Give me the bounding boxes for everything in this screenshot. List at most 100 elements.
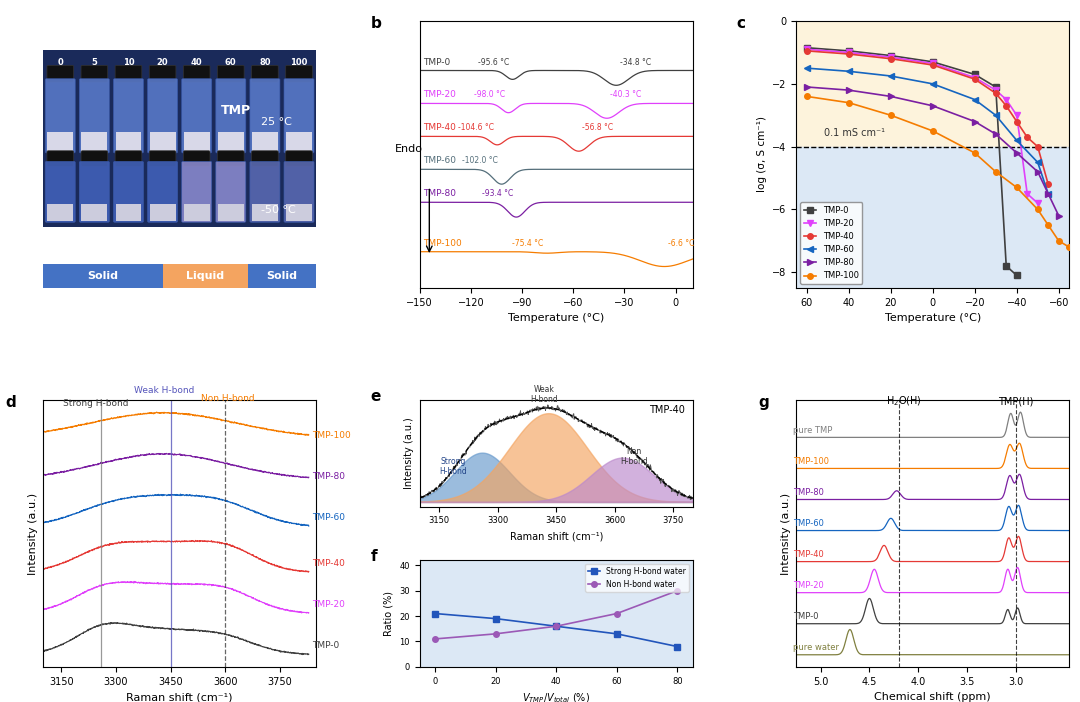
Y-axis label: Endo: Endo bbox=[394, 145, 422, 154]
Strong H-bond water bbox=[489, 614, 502, 623]
Text: TMP-0: TMP-0 bbox=[312, 641, 339, 650]
FancyBboxPatch shape bbox=[184, 65, 210, 82]
FancyBboxPatch shape bbox=[217, 65, 244, 82]
Bar bbox=[48, 204, 73, 221]
Text: Solid: Solid bbox=[87, 271, 119, 281]
Text: Solid: Solid bbox=[267, 271, 297, 281]
Text: Strong
H-bond: Strong H-bond bbox=[440, 456, 467, 476]
Text: 0: 0 bbox=[57, 58, 63, 67]
Text: pure water: pure water bbox=[794, 643, 839, 652]
Text: g: g bbox=[758, 395, 769, 410]
Text: TMP-20: TMP-20 bbox=[794, 581, 824, 590]
Text: TMP-100: TMP-100 bbox=[312, 431, 350, 440]
FancyBboxPatch shape bbox=[217, 151, 244, 166]
Bar bbox=[43, 51, 316, 157]
Text: Non H-bond: Non H-bond bbox=[202, 394, 255, 403]
Bar bbox=[43, 154, 316, 227]
FancyBboxPatch shape bbox=[184, 151, 210, 166]
Y-axis label: Intensity (a.u.): Intensity (a.u.) bbox=[781, 492, 791, 574]
Text: TMP-40: TMP-40 bbox=[423, 124, 456, 133]
Text: -98.0 °C: -98.0 °C bbox=[474, 91, 505, 100]
Bar bbox=[252, 204, 278, 221]
Non H-bond water bbox=[489, 630, 502, 638]
Text: Weak
H-bond: Weak H-bond bbox=[530, 385, 558, 404]
Text: -50 °C: -50 °C bbox=[261, 205, 296, 216]
X-axis label: Raman shift (cm⁻¹): Raman shift (cm⁻¹) bbox=[126, 692, 233, 702]
Text: 20: 20 bbox=[157, 58, 168, 67]
Text: d: d bbox=[5, 395, 16, 410]
Bar bbox=[150, 132, 176, 152]
X-axis label: Chemical shift (ppm): Chemical shift (ppm) bbox=[875, 692, 991, 702]
Text: 10: 10 bbox=[123, 58, 134, 67]
Line: Strong H-bond water: Strong H-bond water bbox=[432, 611, 680, 649]
Text: TMP-20: TMP-20 bbox=[423, 91, 456, 100]
FancyBboxPatch shape bbox=[249, 79, 280, 153]
Strong H-bond water bbox=[671, 642, 684, 651]
Bar bbox=[48, 132, 73, 152]
FancyBboxPatch shape bbox=[148, 161, 177, 223]
Text: pure TMP: pure TMP bbox=[794, 426, 833, 435]
Bar bbox=[252, 132, 278, 152]
Text: Weak H-bond: Weak H-bond bbox=[134, 386, 194, 395]
Text: 40: 40 bbox=[191, 58, 203, 67]
Text: -6.6 °C: -6.6 °C bbox=[667, 239, 694, 248]
Text: TMP(H): TMP(H) bbox=[998, 397, 1034, 406]
Strong H-bond water bbox=[550, 622, 563, 630]
Bar bbox=[43, 264, 163, 288]
FancyBboxPatch shape bbox=[252, 65, 279, 82]
Bar bbox=[286, 204, 312, 221]
Non H-bond water bbox=[671, 586, 684, 595]
Text: -102.0 °C: -102.0 °C bbox=[462, 157, 498, 166]
FancyBboxPatch shape bbox=[181, 161, 212, 223]
FancyBboxPatch shape bbox=[46, 151, 73, 166]
Text: TMP-20: TMP-20 bbox=[312, 600, 345, 609]
FancyBboxPatch shape bbox=[79, 161, 109, 223]
Line: Non H-bond water: Non H-bond water bbox=[432, 588, 680, 642]
Non H-bond water bbox=[550, 622, 563, 630]
FancyBboxPatch shape bbox=[149, 65, 176, 82]
Text: 25 °C: 25 °C bbox=[261, 117, 293, 127]
FancyBboxPatch shape bbox=[149, 151, 176, 166]
Text: 80: 80 bbox=[259, 58, 271, 67]
Text: TMP-0: TMP-0 bbox=[423, 58, 450, 67]
X-axis label: Temperature (°C): Temperature (°C) bbox=[885, 313, 981, 323]
X-axis label: Raman shift (cm⁻¹): Raman shift (cm⁻¹) bbox=[510, 531, 603, 541]
Bar bbox=[796, 147, 1069, 288]
Y-axis label: Ratio (%): Ratio (%) bbox=[383, 591, 394, 636]
FancyBboxPatch shape bbox=[216, 79, 246, 153]
Text: TMP-80: TMP-80 bbox=[312, 472, 345, 481]
FancyBboxPatch shape bbox=[252, 151, 279, 166]
Text: H$_2$O(H): H$_2$O(H) bbox=[886, 395, 921, 408]
FancyBboxPatch shape bbox=[113, 161, 144, 223]
Bar bbox=[163, 264, 247, 288]
FancyBboxPatch shape bbox=[113, 79, 144, 153]
X-axis label: Temperature (°C): Temperature (°C) bbox=[508, 313, 605, 323]
Text: 0.1 mS cm⁻¹: 0.1 mS cm⁻¹ bbox=[824, 128, 885, 138]
Text: TMP: TMP bbox=[220, 105, 251, 117]
Text: TMP-60: TMP-60 bbox=[312, 513, 345, 522]
FancyBboxPatch shape bbox=[79, 79, 109, 153]
Bar bbox=[116, 204, 141, 221]
Text: Strong H-bond: Strong H-bond bbox=[64, 399, 129, 408]
Bar bbox=[218, 132, 244, 152]
Text: -40.3 °C: -40.3 °C bbox=[610, 91, 642, 100]
Text: TMP-40: TMP-40 bbox=[649, 405, 685, 416]
Bar bbox=[81, 132, 107, 152]
FancyBboxPatch shape bbox=[81, 151, 108, 166]
Bar bbox=[150, 204, 176, 221]
Y-axis label: Intensity (a.u.): Intensity (a.u.) bbox=[28, 492, 38, 574]
FancyBboxPatch shape bbox=[81, 65, 108, 82]
Text: Non
H-bond: Non H-bond bbox=[620, 447, 648, 466]
Y-axis label: log (σ, S cm⁻¹): log (σ, S cm⁻¹) bbox=[757, 117, 767, 192]
Text: TMP-80: TMP-80 bbox=[423, 190, 456, 199]
Text: b: b bbox=[370, 15, 381, 31]
FancyBboxPatch shape bbox=[286, 151, 312, 166]
FancyBboxPatch shape bbox=[116, 151, 141, 166]
Text: -56.8 °C: -56.8 °C bbox=[582, 124, 613, 133]
FancyBboxPatch shape bbox=[216, 161, 246, 223]
Text: -75.4 °C: -75.4 °C bbox=[512, 239, 543, 248]
Text: TMP-60: TMP-60 bbox=[794, 519, 824, 528]
Strong H-bond water bbox=[429, 609, 442, 618]
Bar bbox=[247, 264, 316, 288]
Text: TMP-100: TMP-100 bbox=[794, 457, 829, 466]
